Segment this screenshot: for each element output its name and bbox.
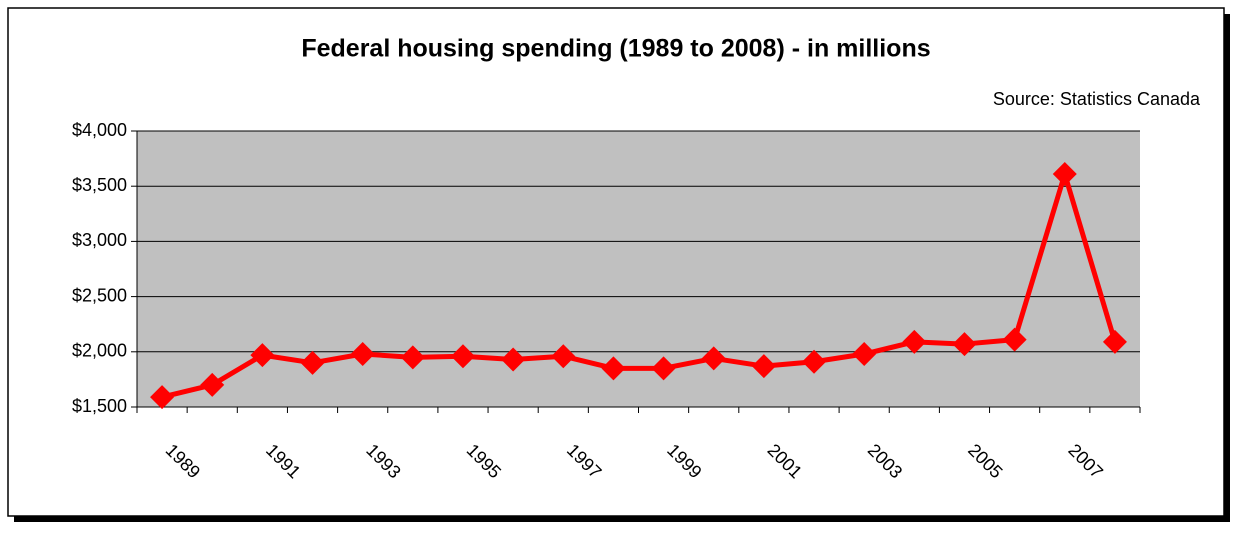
marker (150, 385, 175, 410)
marker (400, 345, 425, 370)
marker (601, 356, 626, 381)
marker (1002, 327, 1027, 352)
marker (802, 349, 827, 374)
marker (852, 342, 877, 367)
marker (300, 350, 325, 375)
marker (1102, 329, 1127, 354)
y-tick-label: $1,500 (72, 396, 127, 416)
marker (200, 372, 225, 397)
marker (350, 342, 375, 367)
marker (501, 347, 526, 372)
marker (651, 356, 676, 381)
marker (701, 346, 726, 371)
plot-area (137, 131, 1140, 407)
marker (450, 344, 475, 369)
marker (551, 344, 576, 369)
marker (952, 332, 977, 357)
y-tick-label: $3,000 (72, 230, 127, 250)
chart-subtitle: Source: Statistics Canada (993, 89, 1201, 109)
chart-title: Federal housing spending (1989 to 2008) … (301, 35, 930, 63)
marker (250, 343, 275, 368)
y-tick-label: $2,000 (72, 341, 127, 361)
y-tick-label: $4,000 (72, 120, 127, 140)
y-tick-label: $2,500 (72, 285, 127, 305)
marker (902, 329, 927, 354)
marker (1052, 162, 1077, 187)
marker (751, 354, 776, 379)
y-tick-label: $3,500 (72, 175, 127, 195)
